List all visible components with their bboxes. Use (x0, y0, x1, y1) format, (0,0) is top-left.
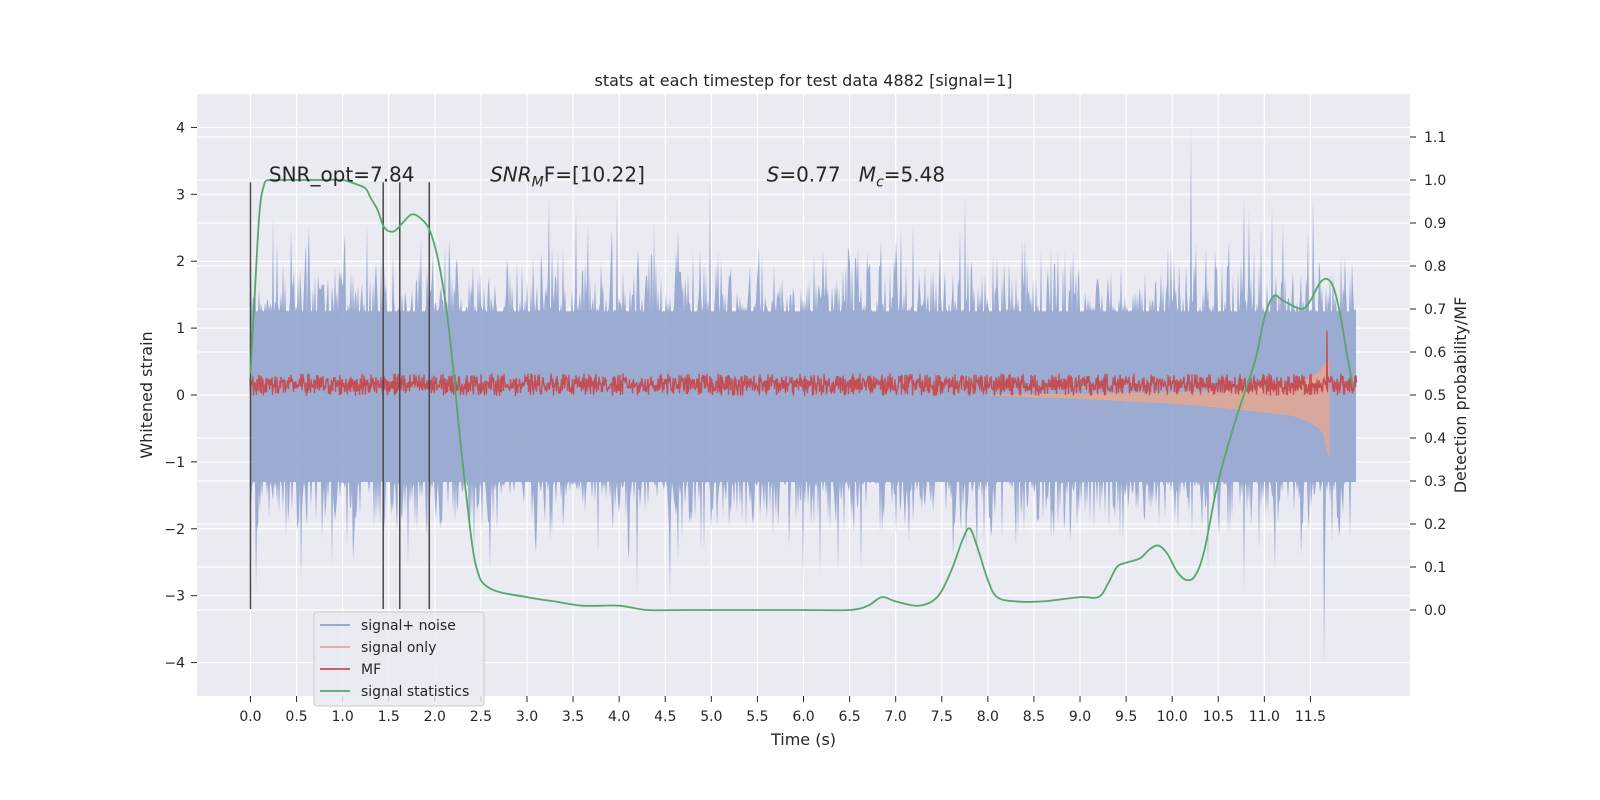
legend-box (313, 611, 485, 707)
x-tick-label: 9.0 (1069, 709, 1091, 725)
x-tick-label: 5.0 (700, 709, 722, 725)
x-tick-label: 9.5 (1115, 709, 1137, 725)
x-axis-label: Time (s) (770, 730, 836, 749)
right-y-axis-ticks: 0.0 0.1 0.2 0.3 0.4 0.5 0.6 0.7 0.8 0.9 1.0 1.1 (1410, 130, 1446, 619)
y-tick-label: 1 (176, 321, 185, 337)
x-tick-label: 11.0 (1249, 709, 1280, 725)
series-area (249, 124, 1358, 668)
x-tick-label: 1.5 (378, 709, 400, 725)
right-y-tick-label: 0.8 (1424, 259, 1446, 275)
x-tick-label: 3.0 (516, 709, 538, 725)
x-tick-label: 11.5 (1295, 709, 1326, 725)
right-y-tick-label: 1.0 (1424, 173, 1446, 189)
x-tick-label: 0.5 (285, 709, 307, 725)
x-tick-label: 4.0 (608, 709, 630, 725)
legend-label: MF (361, 662, 381, 678)
right-y-tick-label: 0.5 (1424, 388, 1446, 404)
y-tick-label: 0 (176, 388, 185, 404)
right-y-tick-label: 0.9 (1424, 216, 1446, 232)
x-tick-label: 6.0 (792, 709, 814, 725)
legend-label: signal+ noise (361, 618, 456, 634)
y-tick-label: −3 (164, 589, 185, 605)
x-tick-label: 8.5 (1023, 709, 1045, 725)
annotation-mc-value: Mc=5.48 (859, 162, 945, 190)
x-tick-label: 6.5 (838, 709, 860, 725)
legend-label: signal statistics (361, 684, 469, 700)
y-axis-label: Whitened strain (137, 331, 156, 458)
annotation-snr-mf: SNRMF=[10.22] (490, 162, 645, 190)
annotation-snr-opt: SNR_opt=7.84 (269, 162, 415, 186)
y-tick-label: 2 (176, 254, 185, 270)
right-y-tick-label: 0.7 (1424, 302, 1446, 318)
x-tick-label: 4.5 (654, 709, 676, 725)
x-tick-label: 10.0 (1157, 709, 1188, 725)
right-y-tick-label: 0.0 (1424, 603, 1446, 619)
mf-series (249, 330, 1358, 396)
right-y-tick-label: 0.4 (1424, 431, 1446, 447)
chart-title: stats at each timestep for test data 488… (594, 71, 1012, 90)
legend: signal+ noise signal only MF signal statist… (313, 611, 485, 707)
trigger-lines (249, 182, 431, 610)
x-tick-label: 7.0 (885, 709, 907, 725)
y-tick-label: −4 (164, 656, 185, 672)
x-tick-label: 1.0 (332, 709, 354, 725)
x-tick-label: 2.0 (424, 709, 446, 725)
y-tick-label: 4 (176, 120, 185, 136)
x-tick-label: 0.0 (239, 709, 261, 725)
annotations: SNR_opt=7.84 SNRMF=[10.22] S=0.77 Mc=5.48 (269, 162, 945, 190)
right-y-tick-label: 0.2 (1424, 517, 1446, 533)
y-tick-label: 3 (176, 187, 185, 203)
right-y-axis-label: Detection probability/MF (1451, 297, 1470, 494)
x-tick-label: 10.5 (1203, 709, 1234, 725)
x-tick-label: 2.5 (470, 709, 492, 725)
x-tick-label: 3.5 (562, 709, 584, 725)
y-tick-label: −1 (164, 455, 185, 471)
right-y-tick-label: 0.1 (1424, 560, 1446, 576)
legend-label: signal only (361, 640, 436, 656)
x-tick-label: 5.5 (746, 709, 768, 725)
y-tick-label: −2 (164, 522, 185, 538)
right-y-tick-label: 0.6 (1424, 345, 1446, 361)
signal-statistics-series (249, 178, 1354, 612)
signal-noise-series (250, 124, 1356, 668)
y-axis-ticks: −4 −3 −2 −1 0 1 2 3 4 (164, 120, 197, 672)
right-y-tick-label: 1.1 (1424, 130, 1446, 146)
annotation-s-value: S=0.77 (767, 162, 841, 186)
x-tick-label: 7.5 (931, 709, 953, 725)
x-tick-label: 8.0 (977, 709, 999, 725)
right-y-tick-label: 0.3 (1424, 474, 1446, 490)
x-axis-ticks: 0.0 0.5 1.0 1.5 2.0 2.5 3.0 3.5 4.0 4.5 5.0 5.5 6.0 6… (239, 696, 1326, 725)
